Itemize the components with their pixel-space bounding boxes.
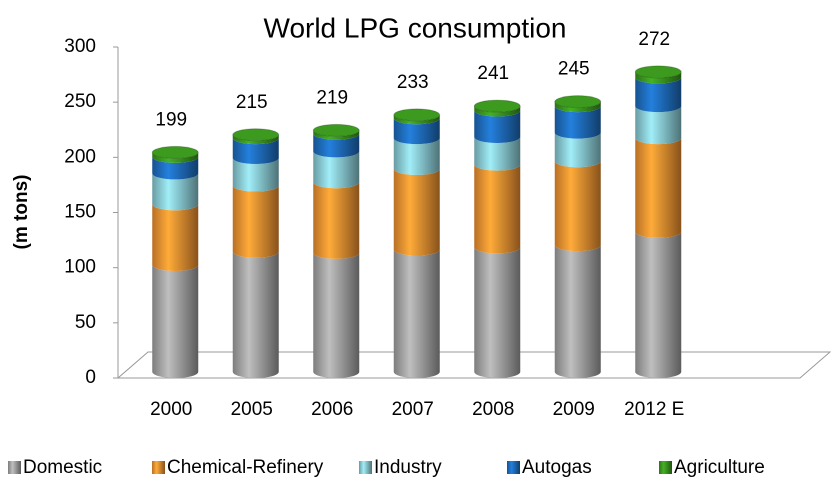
legend-label: Industry (374, 457, 442, 478)
bar-segment (152, 152, 199, 163)
bar-segment (232, 251, 279, 378)
bar-segment (474, 106, 521, 117)
bar-segment (313, 252, 360, 378)
y-tick-label: 0 (85, 367, 96, 388)
bar-segment (474, 247, 521, 378)
total-label: 233 (397, 72, 429, 93)
bar-segment (152, 204, 199, 271)
bar-segment (635, 106, 682, 145)
bar-segment (474, 110, 521, 143)
bar-segment (313, 130, 360, 140)
x-tick-label: 2008 (472, 399, 514, 420)
total-label: 272 (638, 29, 670, 50)
bar-segment (554, 245, 601, 378)
total-label: 241 (477, 63, 509, 84)
legend-label: Chemical-Refinery (167, 457, 324, 478)
bar-segment (232, 157, 279, 192)
y-axis-label: (m tons) (11, 175, 32, 250)
bar-segment (393, 114, 440, 125)
bar-segment (554, 132, 601, 168)
x-tick-label: 2012 E (624, 399, 684, 420)
bar-segment (554, 101, 601, 113)
y-tick-label: 150 (64, 202, 96, 223)
x-tick-label: 2009 (553, 399, 595, 420)
legend-swatch (507, 461, 520, 474)
bar-segment (232, 185, 279, 258)
legend-swatch (8, 461, 21, 474)
bar-segment (635, 138, 682, 238)
bar-segment (232, 134, 279, 145)
bar-segment (635, 77, 682, 113)
legend-swatch (659, 461, 672, 474)
legend-label: Agriculture (674, 457, 765, 478)
total-label: 245 (558, 59, 590, 80)
x-tick-label: 2005 (231, 399, 273, 420)
bar-segment (313, 133, 360, 158)
y-tick-label: 300 (64, 36, 96, 57)
bar-segment (313, 151, 360, 189)
y-tick-label: 200 (64, 146, 96, 167)
bar-segment (554, 106, 601, 139)
bar-segment (554, 161, 601, 252)
bar-segment (152, 264, 199, 378)
bar-segment (393, 249, 440, 378)
legend-label: Autogas (522, 457, 592, 478)
bar-top (393, 108, 441, 122)
y-tick-label: 50 (75, 312, 96, 333)
total-label: 199 (155, 109, 187, 130)
chart-title: World LPG consumption (264, 12, 567, 43)
bar-top (232, 128, 280, 142)
total-label: 219 (316, 87, 348, 108)
y-tick-label: 250 (64, 91, 96, 112)
bar-top (554, 95, 602, 109)
bar-segment (393, 118, 440, 145)
bar-segment (393, 138, 440, 175)
floor (116, 351, 831, 379)
bar-segment (474, 164, 521, 254)
bar-segment (152, 173, 199, 211)
total-label: 215 (236, 92, 268, 113)
x-tick-label: 2006 (311, 399, 353, 420)
bar-segment (393, 168, 440, 256)
bar-segment (474, 136, 521, 171)
bar-top (473, 99, 521, 113)
x-tick-label: 2007 (392, 399, 434, 420)
y-tick-label: 100 (64, 257, 96, 278)
legend-swatch (359, 461, 372, 474)
bar-segment (635, 71, 682, 84)
bar-segment (152, 156, 199, 180)
bar-top (634, 65, 682, 79)
bar-top (312, 123, 360, 137)
bar-segment (313, 182, 360, 259)
x-tick-label: 2000 (150, 399, 192, 420)
legend-label: Domestic (23, 457, 102, 478)
bar-top (151, 145, 199, 159)
legend-swatch (152, 461, 165, 474)
bar-segment (232, 138, 279, 164)
bar-segment (635, 231, 682, 378)
